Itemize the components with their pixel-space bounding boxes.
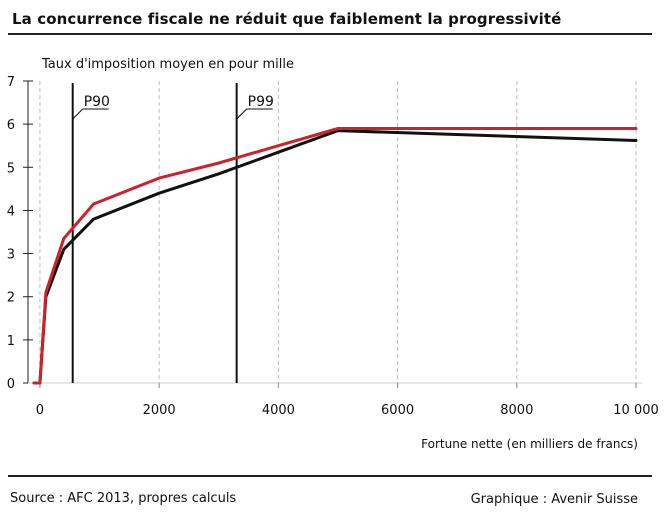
- marker-label-p99: P99: [248, 94, 274, 110]
- x-tick-label: 8000: [500, 403, 533, 418]
- x-tick-label: 2000: [143, 403, 176, 418]
- y-axis-label: Taux d'imposition moyen en pour mille: [41, 57, 294, 72]
- marker-label-p90: P90: [84, 94, 110, 110]
- x-axis-label: Fortune nette (en milliers de francs): [421, 437, 638, 451]
- marker-leader-p90: [72, 108, 84, 120]
- source-note: Source : AFC 2013, propres calculs: [10, 491, 237, 506]
- y-tick-label: 0: [7, 377, 15, 392]
- y-tick-label: 6: [7, 118, 15, 133]
- x-tick-label: 0: [36, 403, 44, 418]
- x-tick-label: 4000: [262, 403, 295, 418]
- y-tick-label: 4: [7, 204, 15, 219]
- y-tick-label: 2: [7, 291, 15, 306]
- x-tick-label: 6000: [381, 403, 414, 418]
- y-tick-label: 1: [7, 334, 15, 349]
- y-tick-label: 5: [7, 161, 15, 176]
- series-line-red: [32, 127, 638, 385]
- y-tick-label: 3: [7, 248, 15, 263]
- y-tick-label: 7: [7, 75, 15, 90]
- marker-leader-p99: [236, 108, 247, 120]
- chart-title: La concurrence fiscale ne réduit que fai…: [12, 10, 562, 28]
- x-tick-label: 10 000: [613, 403, 659, 418]
- series-line-black: [32, 129, 638, 385]
- graphic-credit: Graphique : Avenir Suisse: [470, 492, 638, 507]
